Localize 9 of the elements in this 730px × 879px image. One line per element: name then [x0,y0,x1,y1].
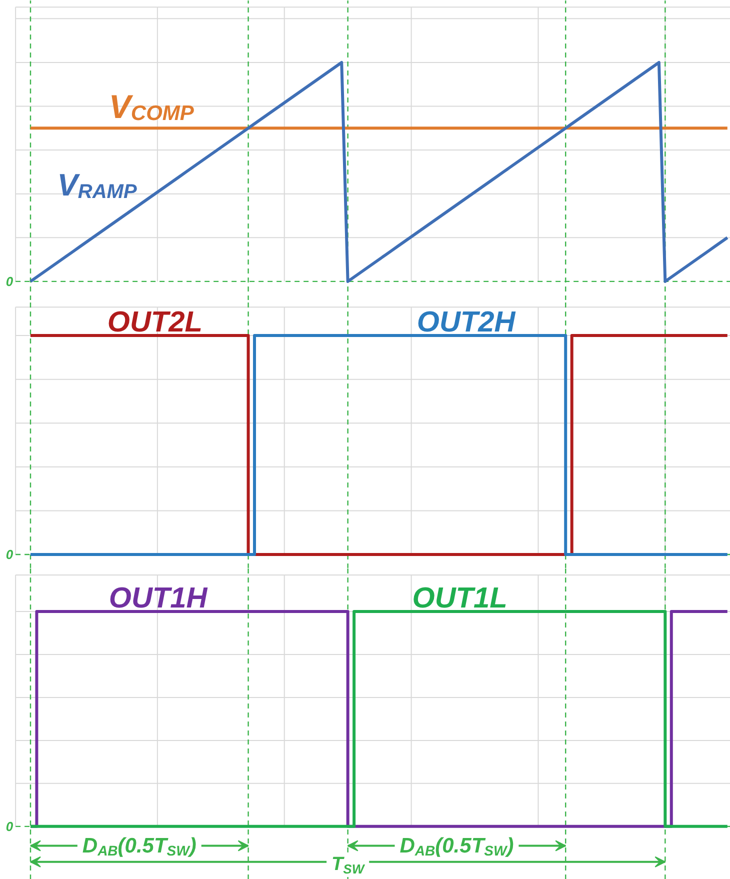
series-label: OUT1L [412,582,508,615]
series-label: OUT2H [416,306,516,338]
series-label: VCOMP [108,88,195,126]
text: 0 [6,818,14,834]
text: 0 [6,274,14,289]
series-label: VRAMP [57,168,138,203]
text: 0 [6,546,14,562]
series-label: OUT2L [107,306,202,338]
series-label: OUT1H [108,582,208,615]
